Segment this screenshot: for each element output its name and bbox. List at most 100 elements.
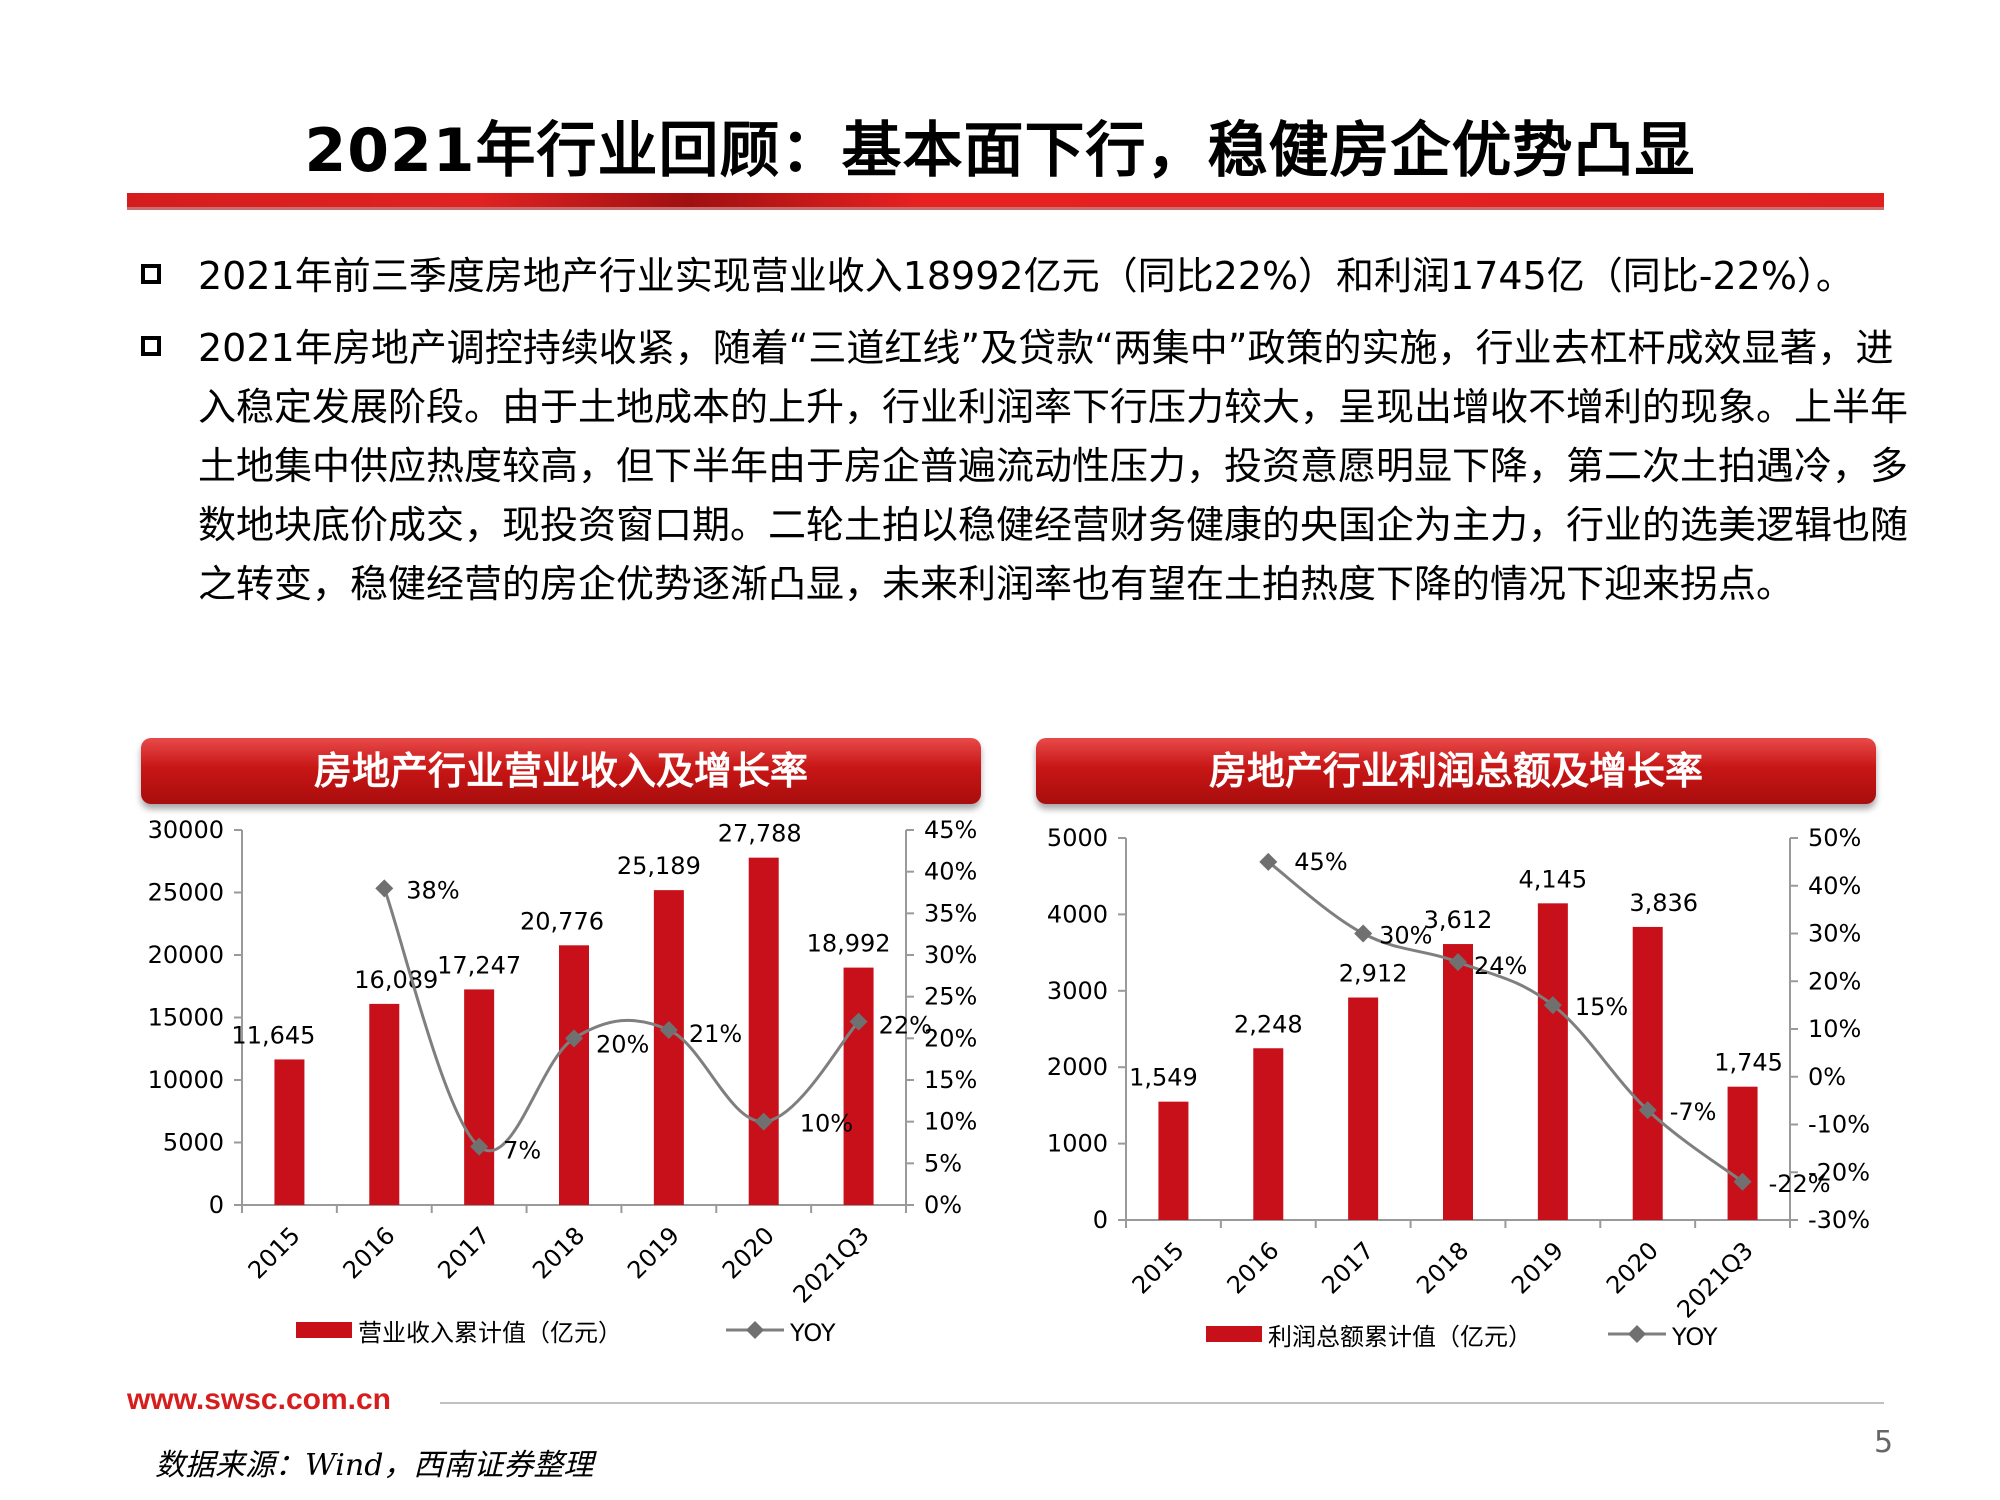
- bar-value-label: 11,645: [231, 1021, 315, 1049]
- x-tick-label: 2021Q3: [788, 1221, 875, 1308]
- left-tick-label: 1000: [1047, 1130, 1108, 1158]
- x-tick-label: 2016: [338, 1221, 401, 1284]
- checkbox-bullet-icon: [141, 264, 161, 284]
- bar-value-label: 27,788: [718, 820, 802, 848]
- right-tick-label: 20%: [924, 1024, 977, 1052]
- right-tick-label: 10%: [924, 1108, 977, 1136]
- footer-divider: [440, 1402, 1884, 1404]
- right-tick-label: 40%: [924, 858, 977, 886]
- page-number: 5: [1874, 1425, 1894, 1460]
- profit-chart-title: 房地产行业利润总额及增长率: [1036, 738, 1876, 804]
- title-underline-bar: [127, 193, 1884, 207]
- bar-value-label: 2,248: [1234, 1010, 1303, 1038]
- x-tick-label: 2020: [1601, 1236, 1664, 1299]
- yoy-point-marker: [849, 1012, 868, 1031]
- bar-value-label: 4,145: [1518, 865, 1587, 893]
- bar: [1348, 997, 1379, 1220]
- yoy-value-label: 30%: [1379, 922, 1432, 950]
- left-tick-label: 2000: [1047, 1053, 1108, 1081]
- bar: [748, 857, 779, 1205]
- x-tick-label: 2017: [432, 1221, 495, 1284]
- right-tick-label: 0%: [1808, 1063, 1846, 1091]
- bar-value-label: 16,089: [354, 966, 438, 994]
- x-tick-label: 2015: [243, 1221, 306, 1284]
- legend-line-label: YOY: [1671, 1323, 1718, 1351]
- bar: [1443, 944, 1473, 1220]
- bar-value-label: 1,745: [1714, 1049, 1783, 1077]
- left-tick-label: 3000: [1047, 977, 1108, 1005]
- legend-bar-label: 营业收入累计值（亿元）: [358, 1319, 622, 1347]
- right-tick-label: 30%: [1808, 920, 1861, 948]
- right-tick-label: 10%: [1808, 1015, 1861, 1043]
- right-tick-label: 20%: [1808, 967, 1861, 995]
- yoy-point-marker: [754, 1112, 773, 1131]
- bar-value-label: 3,612: [1424, 906, 1493, 934]
- left-tick-label: 30000: [148, 816, 224, 844]
- bar-value-label: 20,776: [520, 907, 604, 935]
- bullet-item-1: 2021年前三季度房地产行业实现营业收入18992亿元（同比22%）和利润174…: [138, 247, 1918, 306]
- x-tick-label: 2019: [622, 1221, 685, 1284]
- legend-bar-swatch: [296, 1322, 352, 1338]
- yoy-value-label: 21%: [689, 1020, 742, 1048]
- x-tick-label: 2020: [717, 1221, 780, 1284]
- yoy-point-marker: [659, 1021, 678, 1039]
- bar: [1158, 1101, 1189, 1220]
- right-tick-label: 40%: [1808, 872, 1861, 900]
- yoy-point-marker: [565, 1029, 583, 1048]
- bar-value-label: 3,836: [1629, 889, 1698, 917]
- left-tick-label: 5000: [1047, 824, 1108, 852]
- bar-value-label: 18,992: [807, 930, 891, 958]
- right-tick-label: -30%: [1808, 1206, 1870, 1234]
- legend-line-label: YOY: [789, 1319, 836, 1347]
- yoy-series-line: [382, 887, 860, 1152]
- x-tick-label: 2019: [1506, 1236, 1569, 1299]
- bar: [1537, 903, 1568, 1220]
- bar: [653, 890, 684, 1205]
- bullet-item-2: 2021年房地产调控持续收紧，随着“三道红线”及贷款“两集中”政策的实施，行业去…: [138, 319, 1918, 614]
- bar: [843, 967, 874, 1205]
- right-tick-label: 50%: [1808, 824, 1861, 852]
- right-tick-label: -10%: [1808, 1111, 1870, 1139]
- left-tick-label: 15000: [148, 1004, 224, 1032]
- left-tick-label: 0: [1093, 1206, 1108, 1234]
- bar-value-label: 17,247: [437, 951, 521, 979]
- left-tick-label: 5000: [163, 1129, 224, 1157]
- bar: [1727, 1086, 1758, 1220]
- bullet-text: 2021年前三季度房地产行业实现营业收入18992亿元（同比22%）和利润174…: [198, 254, 1854, 298]
- bullet-list: 2021年前三季度房地产行业实现营业收入18992亿元（同比22%）和利润174…: [138, 247, 1918, 627]
- yoy-point-marker: [1733, 1172, 1752, 1191]
- footer-url[interactable]: www.swsc.com.cn: [127, 1383, 391, 1416]
- bar: [464, 989, 495, 1205]
- yoy-point-marker: [1543, 996, 1562, 1015]
- yoy-point-marker: [375, 879, 394, 898]
- checkbox-bullet-icon: [141, 336, 161, 356]
- page-title: 2021年行业回顾：基本面下行，稳健房企优势凸显: [304, 116, 1696, 186]
- revenue-chart: 0 5000 10000 15000 20000 25000 30000 0% 5% 10% 15%…: [148, 816, 978, 1347]
- bar: [1253, 1048, 1284, 1220]
- left-tick-label: 0: [209, 1191, 224, 1219]
- legend-bar-label: 利润总额累计值（亿元）: [1268, 1323, 1532, 1351]
- right-tick-label: 45%: [924, 816, 977, 844]
- x-tick-label: 2018: [1411, 1236, 1474, 1299]
- left-tick-label: 10000: [148, 1066, 224, 1094]
- bar: [1632, 926, 1663, 1220]
- yoy-value-label: 10%: [800, 1110, 853, 1138]
- yoy-point-marker: [1638, 1101, 1657, 1120]
- legend-bar-swatch: [1206, 1326, 1262, 1342]
- x-tick-label: 2021Q3: [1672, 1236, 1759, 1323]
- bar-value-label: 25,189: [617, 852, 701, 880]
- right-tick-label: -20%: [1808, 1158, 1870, 1186]
- yoy-series-line: [1267, 860, 1744, 1183]
- profit-chart: 0 1000 2000 3000 4000 5000 -30% -20% -10% 0% 10% 20…: [1047, 824, 1870, 1351]
- left-tick-label: 25000: [148, 879, 224, 907]
- yoy-value-label: 7%: [503, 1137, 541, 1165]
- left-tick-label: 20000: [148, 941, 224, 969]
- data-source: 数据来源：Wind，西南证券整理: [155, 1448, 594, 1483]
- yoy-value-label: 20%: [596, 1030, 649, 1058]
- right-tick-label: 35%: [924, 899, 977, 927]
- bar-value-label: 2,912: [1339, 960, 1408, 988]
- right-tick-label: 15%: [924, 1066, 977, 1094]
- yoy-value-label: -7%: [1670, 1098, 1717, 1126]
- yoy-point-marker: [1449, 953, 1467, 972]
- right-tick-label: 0%: [924, 1191, 962, 1219]
